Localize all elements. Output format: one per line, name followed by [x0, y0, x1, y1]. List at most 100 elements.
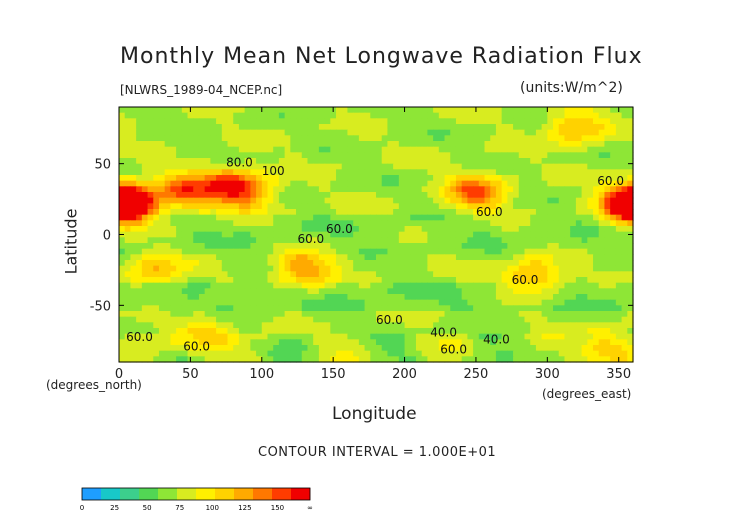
- heatmap-cell: [575, 107, 583, 114]
- heatmap-cell: [119, 135, 126, 142]
- heatmap-cell: [370, 248, 377, 255]
- heatmap-cell: [541, 254, 548, 261]
- heatmap-cell: [438, 248, 446, 255]
- heatmap-cell: [570, 248, 577, 255]
- heatmap-cell: [273, 124, 280, 131]
- heatmap-cell: [381, 254, 389, 261]
- heatmap-cell: [341, 328, 349, 335]
- heatmap-cell: [564, 124, 571, 131]
- heatmap-cell: [438, 124, 446, 131]
- heatmap-cell: [284, 248, 291, 255]
- heatmap-cell: [467, 141, 474, 148]
- heatmap-cell: [495, 169, 503, 176]
- heatmap-cell: [233, 118, 240, 125]
- heatmap-cell: [153, 339, 160, 346]
- heatmap-cell: [478, 226, 486, 233]
- heatmap-cell: [353, 118, 360, 125]
- heatmap-cell: [358, 209, 366, 216]
- heatmap-cell: [301, 243, 309, 250]
- heatmap-cell: [455, 112, 463, 119]
- heatmap-cell: [575, 226, 583, 233]
- heatmap-cell: [575, 237, 583, 244]
- heatmap-cell: [341, 311, 349, 318]
- heatmap-cell: [153, 356, 160, 363]
- heatmap-cell: [478, 288, 486, 295]
- heatmap-cell: [535, 107, 543, 114]
- heatmap-cell: [387, 152, 394, 159]
- heatmap-cell: [455, 107, 463, 114]
- heatmap-cell: [307, 214, 314, 221]
- heatmap-cell: [455, 316, 463, 323]
- heatmap-cell: [518, 180, 526, 187]
- heatmap-cell: [381, 107, 389, 114]
- heatmap-cell: [204, 152, 211, 159]
- heatmap-cell: [478, 339, 486, 346]
- heatmap-cell: [581, 345, 588, 352]
- colorbar-label: 75: [175, 504, 184, 512]
- heatmap-cell: [524, 169, 531, 176]
- heatmap-cell: [313, 163, 320, 170]
- heatmap-cell: [341, 277, 349, 284]
- heatmap-cell: [307, 135, 314, 142]
- heatmap-cell: [393, 192, 400, 199]
- heatmap-cell: [141, 192, 149, 199]
- heatmap-cell: [415, 169, 423, 176]
- heatmap-cell: [176, 186, 183, 193]
- heatmap-cell: [593, 226, 600, 233]
- heatmap-cell: [444, 180, 451, 187]
- heatmap-cell: [615, 124, 623, 131]
- heatmap-cell: [181, 271, 189, 278]
- heatmap-cell: [410, 328, 417, 335]
- heatmap-cell: [358, 333, 366, 340]
- heatmap-cell: [119, 226, 126, 233]
- heatmap-cell: [621, 192, 628, 199]
- heatmap-cell: [330, 180, 337, 187]
- heatmap-cell: [164, 277, 171, 284]
- heatmap-cell: [627, 146, 634, 153]
- heatmap-cell: [450, 107, 457, 114]
- heatmap-cell: [358, 163, 366, 170]
- heatmap-cell: [570, 305, 577, 312]
- heatmap-cell: [547, 141, 554, 148]
- heatmap-cell: [336, 260, 343, 267]
- heatmap-cell: [627, 141, 634, 148]
- heatmap-cell: [358, 135, 366, 142]
- heatmap-cell: [370, 350, 377, 357]
- heatmap-cell: [524, 322, 531, 329]
- heatmap-cell: [341, 118, 349, 125]
- heatmap-cell: [444, 146, 451, 153]
- heatmap-cell: [341, 192, 349, 199]
- heatmap-cell: [387, 163, 394, 170]
- heatmap-cell: [570, 260, 577, 267]
- heatmap-cell: [433, 135, 440, 142]
- heatmap-cell: [221, 158, 229, 165]
- heatmap-cell: [427, 112, 434, 119]
- heatmap-cell: [387, 282, 394, 289]
- heatmap-cell: [530, 192, 537, 199]
- heatmap-cell: [193, 305, 200, 312]
- heatmap-cell: [604, 209, 611, 216]
- heatmap-cell: [324, 169, 331, 176]
- heatmap-cell: [421, 254, 428, 261]
- heatmap-cell: [621, 282, 628, 289]
- heatmap-cell: [570, 135, 577, 142]
- heatmap-cell: [513, 271, 520, 278]
- heatmap-cell: [261, 169, 269, 176]
- heatmap-cell: [164, 124, 171, 131]
- heatmap-cell: [187, 339, 194, 346]
- heatmap-cell: [153, 345, 160, 352]
- heatmap-cell: [301, 214, 309, 221]
- colorbar-swatch: [291, 488, 311, 500]
- heatmap-cell: [438, 175, 446, 182]
- heatmap-cell: [615, 339, 623, 346]
- heatmap-cell: [250, 288, 257, 295]
- heatmap-cell: [438, 305, 446, 312]
- heatmap-cell: [438, 112, 446, 119]
- heatmap-cell: [530, 248, 537, 255]
- heatmap-cell: [324, 294, 331, 301]
- heatmap-cell: [301, 186, 309, 193]
- heatmap-cell: [330, 231, 337, 238]
- heatmap-cell: [273, 175, 280, 182]
- heatmap-cell: [473, 180, 480, 187]
- heatmap-cell: [301, 311, 309, 318]
